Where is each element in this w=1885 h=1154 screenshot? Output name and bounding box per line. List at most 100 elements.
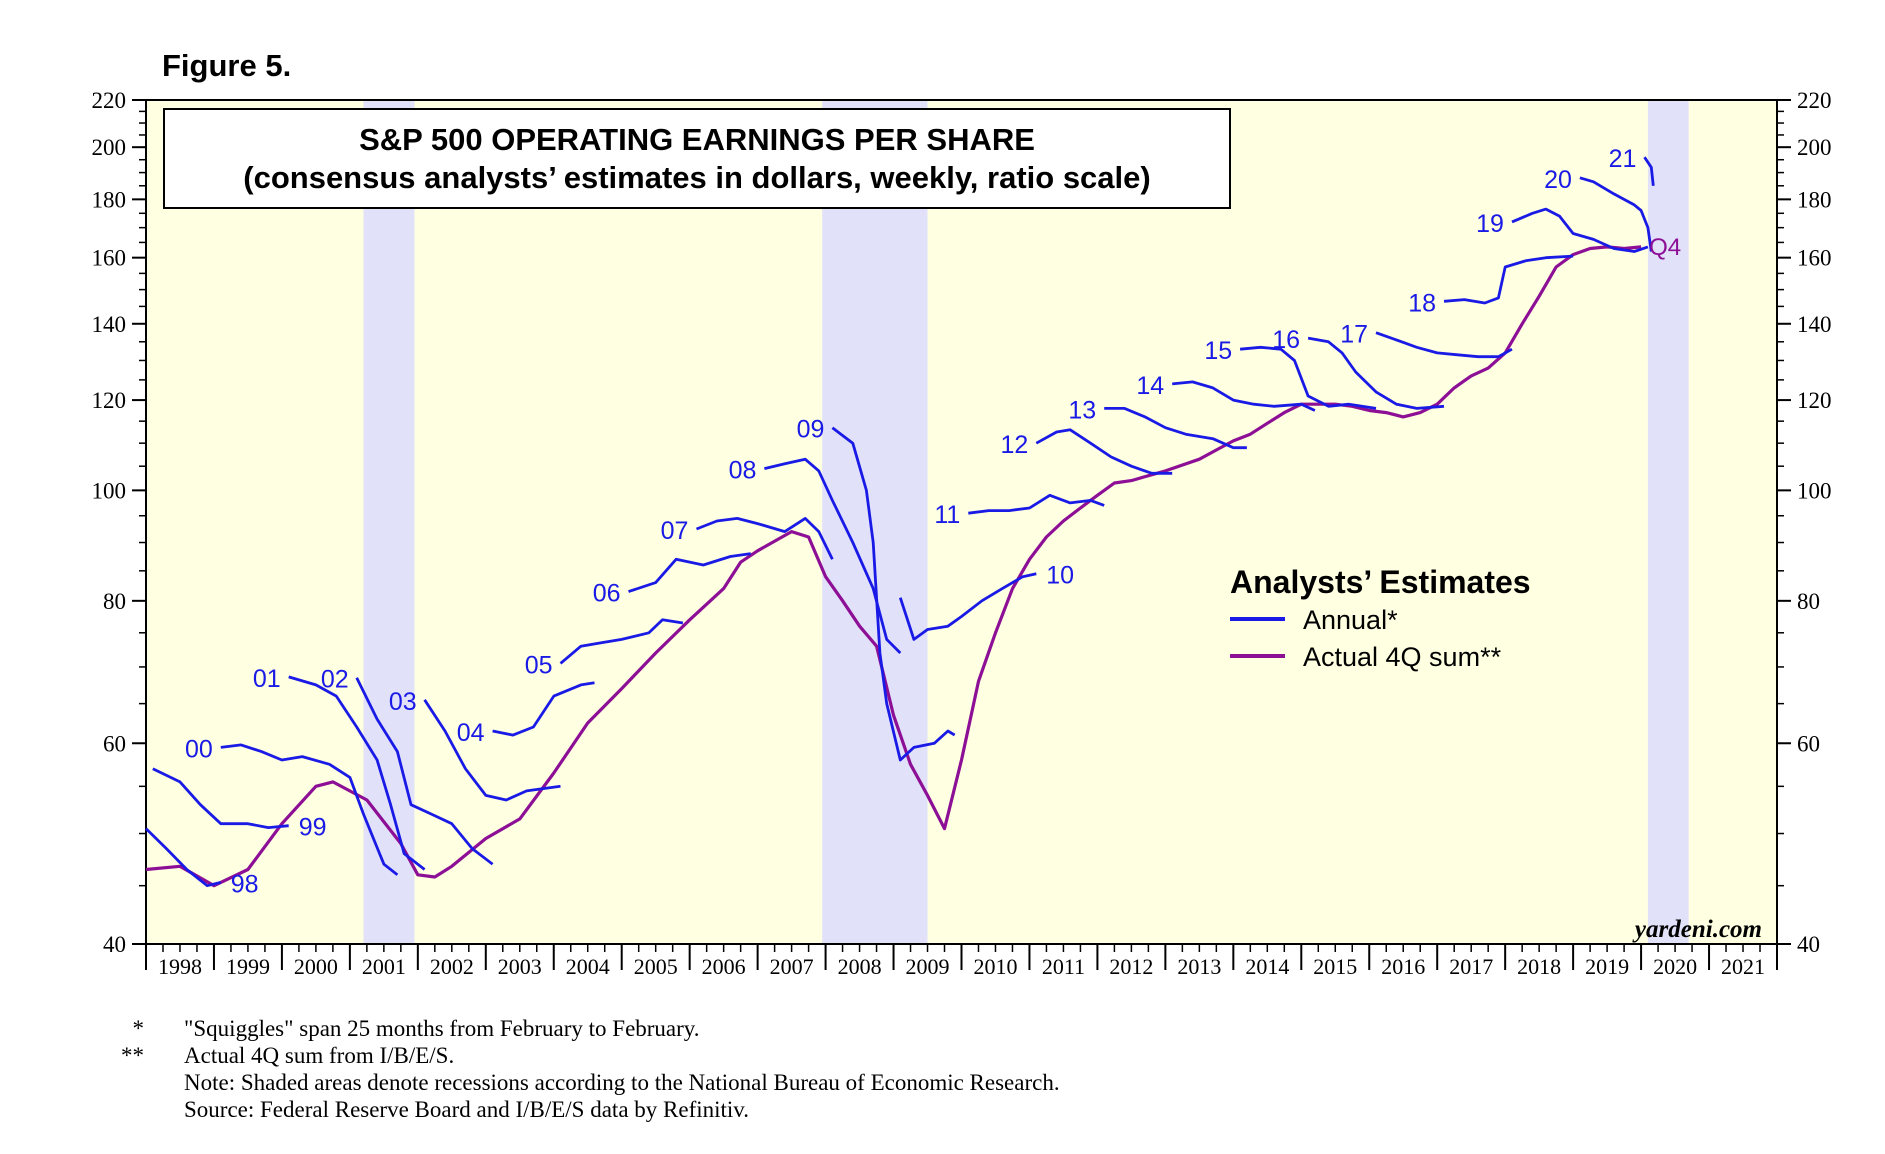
series-annual-20 — [1579, 176, 1653, 252]
series-annual-11 — [968, 493, 1105, 515]
x-tick-label: 2019 — [1585, 954, 1629, 979]
x-tick-label: 2001 — [362, 954, 406, 979]
x-tick-label: 2008 — [838, 954, 882, 979]
x-tick-label: 2000 — [294, 954, 338, 979]
series-label-12: 12 — [1000, 431, 1028, 459]
y-tick-label-right: 100 — [1797, 478, 1832, 503]
series-label-09: 09 — [797, 416, 825, 444]
x-tick-label: 2002 — [430, 954, 474, 979]
x-tick-label: 2005 — [634, 954, 678, 979]
legend: Analysts’ Estimates Annual* Actual 4Q su… — [1230, 564, 1531, 672]
y-tick-label-right: 40 — [1797, 932, 1820, 957]
x-tick-label: 2009 — [906, 954, 950, 979]
y-tick-label-right: 220 — [1797, 88, 1832, 113]
footnote-star2-text: Actual 4Q sum from I/B/E/S. — [184, 1043, 455, 1068]
series-annual-16 — [1307, 336, 1445, 410]
series-label-14: 14 — [1136, 372, 1164, 400]
x-tick-label: 2012 — [1109, 954, 1153, 979]
y-tick-label-right: 80 — [1797, 589, 1820, 614]
x-tick-label: 2010 — [973, 954, 1017, 979]
y-tick-label-right: 120 — [1797, 388, 1832, 413]
series-actual-4q-sum — [145, 245, 1642, 888]
series-annual-05 — [559, 618, 684, 665]
series-annual-04 — [492, 681, 595, 737]
x-tick-label: 1999 — [226, 954, 270, 979]
series-label-10: 10 — [1046, 562, 1074, 590]
title-box-frame — [163, 108, 1231, 209]
x-tick-label: 2014 — [1245, 954, 1289, 979]
series-annual-99 — [152, 767, 289, 829]
series-annual-00 — [220, 743, 399, 876]
footnotes: * "Squiggles" span 25 months from Februa… — [96, 1015, 1060, 1123]
y-tick-label-right: 60 — [1797, 731, 1820, 756]
recession-band — [1647, 100, 1689, 944]
series-label-01: 01 — [253, 665, 281, 693]
footnote-star1: * "Squiggles" span 25 months from Februa… — [96, 1015, 1060, 1042]
y-tick-label-left: 80 — [103, 589, 126, 614]
x-tick-label: 2006 — [702, 954, 746, 979]
series-label-15: 15 — [1204, 337, 1232, 365]
plot-background — [146, 100, 1777, 944]
y-tick-label-right: 200 — [1797, 135, 1832, 160]
x-tick-label: 2016 — [1381, 954, 1425, 979]
series-annual-15 — [1239, 345, 1377, 410]
series-label-06: 06 — [593, 580, 621, 608]
series-label-07: 07 — [661, 517, 689, 545]
series-annual-10 — [898, 572, 1037, 641]
legend-label-actual: Actual 4Q sum** — [1303, 642, 1502, 672]
series-label-21: 21 — [1609, 145, 1637, 173]
footnote-star2-mark: ** — [121, 1043, 144, 1068]
series-label-04: 04 — [457, 719, 485, 747]
recession-bands — [363, 100, 1689, 944]
footnote-star2: ** Actual 4Q sum from I/B/E/S. — [96, 1042, 1060, 1069]
recession-band — [822, 100, 928, 944]
series-annual-09 — [831, 426, 956, 762]
y-tick-label-left: 40 — [103, 932, 126, 957]
x-tick-label: 2011 — [1042, 954, 1085, 979]
y-tick-label-left: 180 — [92, 187, 127, 212]
x-axis: 1998 1999 2000 2001 2002 2003 2004 2005 2006 2007… — [145, 944, 1778, 979]
title-box: S&P 500 OPERATING EARNINGS PER SHARE (co… — [163, 108, 1231, 209]
series-annual-98 — [145, 827, 222, 888]
y-tick-label-left: 220 — [92, 88, 127, 113]
series-label-19: 19 — [1476, 210, 1504, 238]
x-tick-label: 2020 — [1653, 954, 1697, 979]
series-annual-07 — [695, 517, 834, 560]
series-label-03: 03 — [389, 688, 417, 716]
x-tick-label: 1998 — [158, 954, 202, 979]
series-annual-21 — [1643, 156, 1655, 186]
y-tick-label-left: 60 — [103, 731, 126, 756]
series-label-98: 98 — [231, 870, 259, 898]
y-tick-label-left: 120 — [92, 388, 127, 413]
watermark: yardeni.com — [1632, 916, 1762, 943]
footnote-source-text: Source: Federal Reserve Board and I/B/E/… — [184, 1097, 750, 1122]
x-tick-label: 2017 — [1449, 954, 1493, 979]
series-label-16: 16 — [1272, 326, 1300, 354]
figure-label: Figure 5. — [162, 48, 292, 83]
footnote-star1-mark: * — [132, 1016, 145, 1041]
footnote-note: Note: Shaded areas denote recessions acc… — [96, 1069, 1060, 1096]
series-annual-18 — [1443, 254, 1574, 305]
y-tick-label-left: 200 — [92, 135, 127, 160]
series-label-05: 05 — [525, 651, 553, 679]
x-tick-label: 2013 — [1177, 954, 1221, 979]
series-label-99: 99 — [299, 814, 327, 842]
y-tick-label-left: 140 — [92, 312, 127, 337]
legend-title: Analysts’ Estimates — [1230, 564, 1531, 600]
y-tick-label-right: 180 — [1797, 187, 1832, 212]
series-label-17: 17 — [1340, 321, 1368, 349]
series-annual-08 — [764, 457, 902, 654]
series-label-02: 02 — [321, 666, 349, 694]
footnote-source: Source: Federal Reserve Board and I/B/E/… — [96, 1096, 1060, 1123]
legend-label-annual: Annual* — [1303, 605, 1398, 635]
series-annual-13 — [1104, 407, 1247, 450]
series-label-11: 11 — [934, 501, 960, 529]
x-tick-label: 2004 — [566, 954, 610, 979]
series-labels: 98 99 00 01 02 03 04 05 06 07 08 09 10 11 12 13 14 15 16 17… — [185, 145, 1681, 898]
x-tick-label: 2007 — [770, 954, 814, 979]
y-tick-label-right: 140 — [1797, 312, 1832, 337]
series-label-18: 18 — [1408, 289, 1436, 317]
series-label-20: 20 — [1544, 166, 1572, 194]
